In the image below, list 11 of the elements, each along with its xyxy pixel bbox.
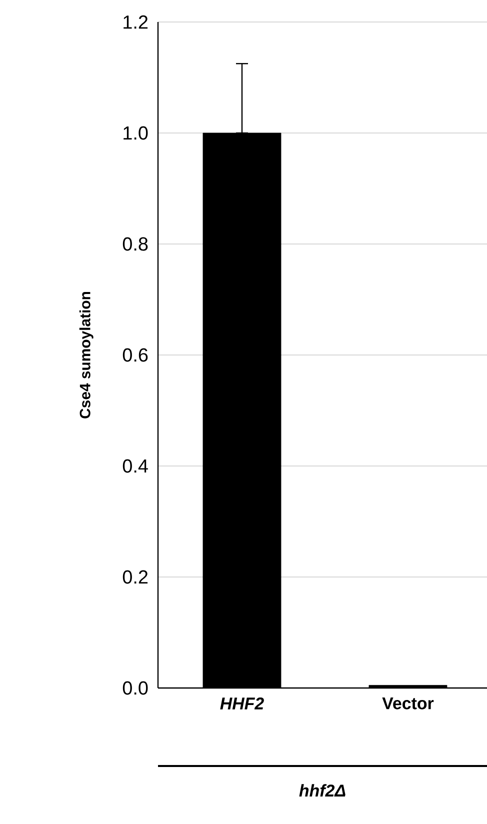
y-tick-label: 0.2	[122, 570, 148, 584]
y-tick-label: 1.2	[124, 15, 148, 29]
y-tick-label: 0.8	[122, 237, 148, 251]
x-tick-label: HHF2	[220, 698, 264, 710]
x-axis-title: hhf2Δ	[299, 784, 346, 796]
y-tick-label: 0.4	[122, 459, 148, 473]
y-axis-title: Cse4 sumoylation	[79, 292, 94, 418]
y-tick-label: 1.0	[124, 126, 148, 140]
x-tick-label: Vector	[382, 698, 434, 710]
y-tick-label: 0.6	[122, 348, 148, 362]
y-tick-label: 0.0	[122, 681, 148, 695]
